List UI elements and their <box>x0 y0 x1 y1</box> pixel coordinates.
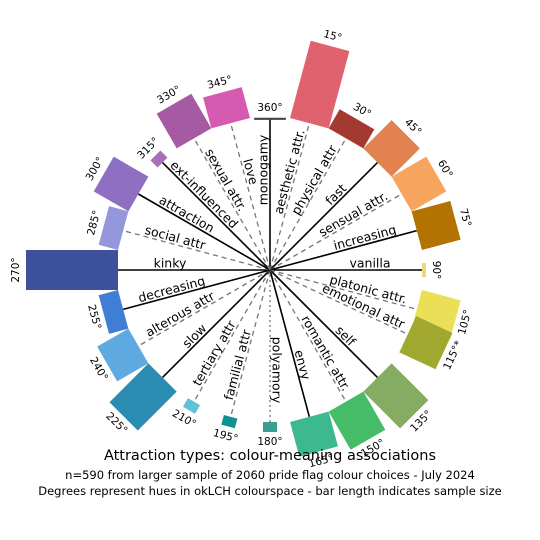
spoke-physical-attr <box>269 138 347 271</box>
spoke-social-attr <box>123 230 271 271</box>
spoke-label-polyamory: polyamory <box>270 337 285 404</box>
spoke-familial-attr <box>230 269 271 417</box>
bar-75 <box>411 200 461 250</box>
chart-title: Attraction types: colour-meaning associa… <box>103 448 437 464</box>
spoke-increasing <box>269 229 418 271</box>
hue-label-75: 75° <box>457 207 473 228</box>
hue-label-360: 360° <box>257 102 282 114</box>
spoke-label-love: love <box>240 157 261 186</box>
bar-60 <box>391 156 447 212</box>
bar-240 <box>97 328 149 382</box>
bar-30 <box>328 109 375 149</box>
spoke-platonic-attr <box>269 269 417 310</box>
spoke-romantic-attr <box>269 269 347 402</box>
spoke-attraction <box>137 193 271 271</box>
spoke-label-slow: slow <box>179 321 209 351</box>
bar-180 <box>263 422 277 432</box>
bar-225 <box>109 363 177 431</box>
bar-135 <box>363 363 429 429</box>
bar-285 <box>98 206 129 250</box>
hue-label-90: 90° <box>430 261 442 280</box>
hue-label-270: 270° <box>10 257 22 282</box>
hue-label-180: 180° <box>257 436 282 448</box>
hue-label-60: 60° <box>435 158 455 180</box>
bar-150 <box>328 391 386 450</box>
spoke-emotional-attr <box>269 269 409 335</box>
bar-255 <box>98 290 129 334</box>
bar-315 <box>150 150 168 168</box>
spoke-love <box>230 123 271 271</box>
hue-label-285: 285° <box>85 209 103 237</box>
bar-345 <box>203 87 250 129</box>
spoke-sexual-attr <box>193 138 271 271</box>
chart-subtitle-2: Degrees represent hues in okLCH coloursp… <box>38 484 502 498</box>
spoke-label-kinky: kinky <box>154 256 187 271</box>
bar-165 <box>290 411 338 457</box>
hue-label-345: 345° <box>206 74 234 92</box>
spoke-self <box>269 269 379 379</box>
hue-label-15: 15° <box>322 28 343 44</box>
spoke-slow <box>161 269 271 379</box>
spoke-tertiary-attr <box>193 269 271 402</box>
hue-label-195: 195° <box>212 427 240 445</box>
bar-90 <box>422 263 426 277</box>
spoke-label-fast: fast <box>322 181 349 208</box>
hue-label-255: 255° <box>85 303 103 331</box>
chart-subtitle-1: n=590 from larger sample of 2060 pride f… <box>65 468 475 482</box>
spoke-fast <box>269 161 379 271</box>
bars-layer <box>26 40 461 457</box>
bar-270 <box>26 250 118 290</box>
spoke-envy <box>269 269 311 418</box>
bar-300 <box>93 156 149 212</box>
spoke-aesthetic-attr <box>269 123 310 271</box>
spoke-decreasing <box>122 269 271 311</box>
spoke-label-vanilla: vanilla <box>349 256 390 271</box>
bar-115 <box>399 316 453 370</box>
spoke-ext-influenced <box>161 161 271 271</box>
spoke-label-monogamy: monogamy <box>256 134 271 205</box>
bar-330 <box>156 93 212 149</box>
bar-195 <box>221 415 238 429</box>
bar-210 <box>182 398 201 414</box>
spoke-label-self: self <box>333 323 360 350</box>
hue-label-30: 30° <box>351 101 373 121</box>
spoke-alterous-attr <box>138 269 271 347</box>
hue-label-105: 105° <box>456 309 474 337</box>
spokes-layer <box>118 118 422 422</box>
spoke-sensual-attr <box>269 193 402 271</box>
